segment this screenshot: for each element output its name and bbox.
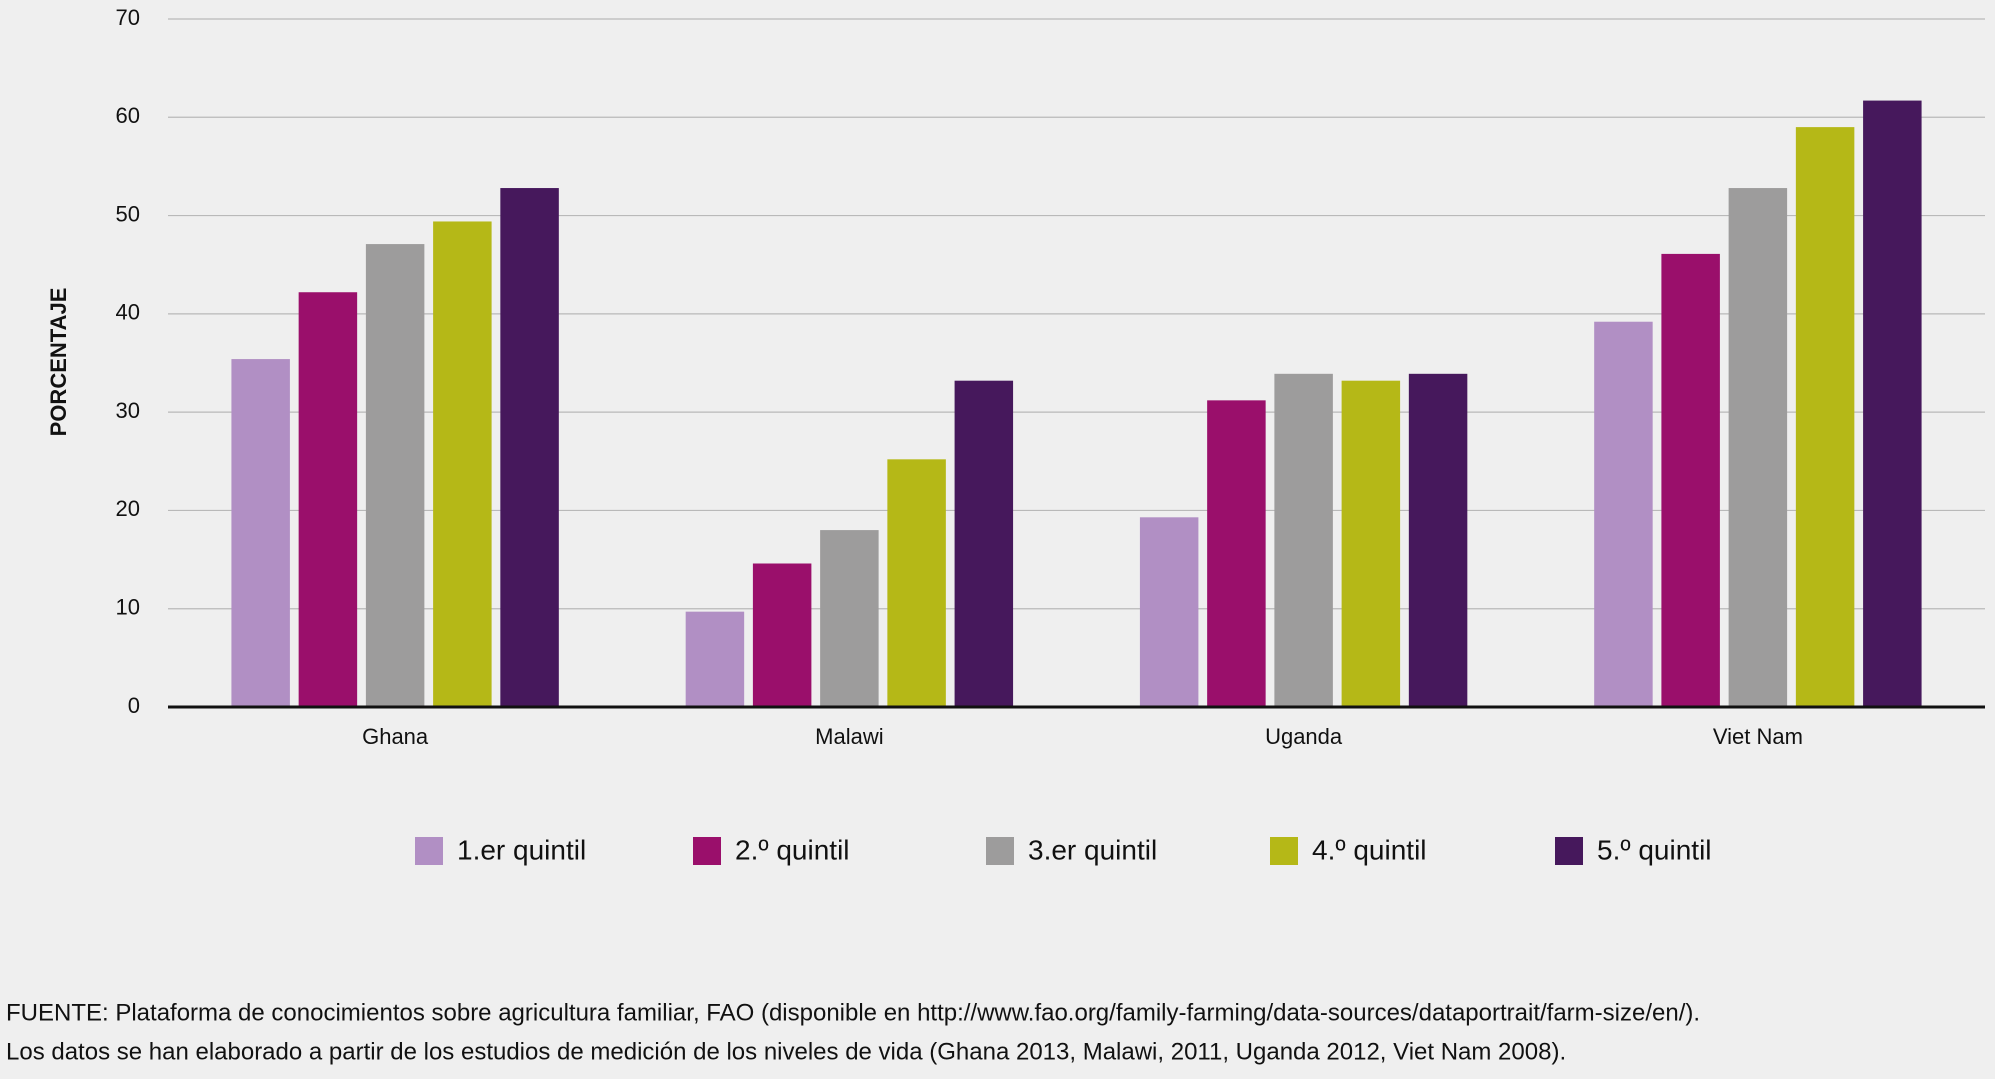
source-note: FUENTE: Plataforma de conocimientos sobr… <box>6 999 1700 1026</box>
bar <box>1139 517 1199 707</box>
bar <box>231 359 290 707</box>
bar <box>365 244 425 707</box>
bar <box>1661 253 1720 707</box>
legend-swatch <box>693 837 721 865</box>
bar <box>1795 127 1855 708</box>
legend-label: 1.er quintil <box>457 834 586 865</box>
legend-swatch <box>1555 837 1583 865</box>
legend-label: 3.er quintil <box>1028 834 1157 865</box>
y-tick-label: 50 <box>116 201 140 226</box>
bar <box>1728 188 1788 708</box>
x-tick-label: Malawi <box>815 724 883 749</box>
bar <box>1408 373 1468 707</box>
bar <box>752 563 812 707</box>
y-tick-label: 40 <box>116 300 140 325</box>
bar <box>1207 400 1266 707</box>
bar <box>1274 373 1333 707</box>
legend-label: 4.º quintil <box>1312 834 1427 865</box>
bar <box>1341 380 1401 707</box>
bar <box>500 188 559 708</box>
bar <box>954 380 1014 707</box>
y-tick-label: 20 <box>116 496 140 521</box>
bar <box>887 459 946 707</box>
x-tick-label: Ghana <box>362 724 429 749</box>
legend-label: 2.º quintil <box>735 834 850 865</box>
bar <box>298 292 358 707</box>
y-tick-label: 70 <box>116 5 140 30</box>
legend-swatch <box>415 837 443 865</box>
source-note: Los datos se han elaborado a partir de l… <box>6 1038 1566 1065</box>
legend-swatch <box>1270 837 1298 865</box>
y-tick-label: 10 <box>116 595 140 620</box>
legend-swatch <box>986 837 1014 865</box>
y-axis-label: PORCENTAJE <box>46 288 71 437</box>
y-tick-label: 30 <box>116 398 140 423</box>
y-tick-label: 60 <box>116 103 140 128</box>
x-tick-label: Uganda <box>1265 724 1343 749</box>
bar <box>685 611 745 707</box>
x-tick-label: Viet Nam <box>1713 724 1803 749</box>
bar <box>1863 100 1922 707</box>
y-tick-label: 0 <box>128 693 140 718</box>
bar <box>820 530 879 707</box>
bar <box>433 221 492 707</box>
bar <box>1594 321 1653 707</box>
legend-label: 5.º quintil <box>1597 834 1712 865</box>
